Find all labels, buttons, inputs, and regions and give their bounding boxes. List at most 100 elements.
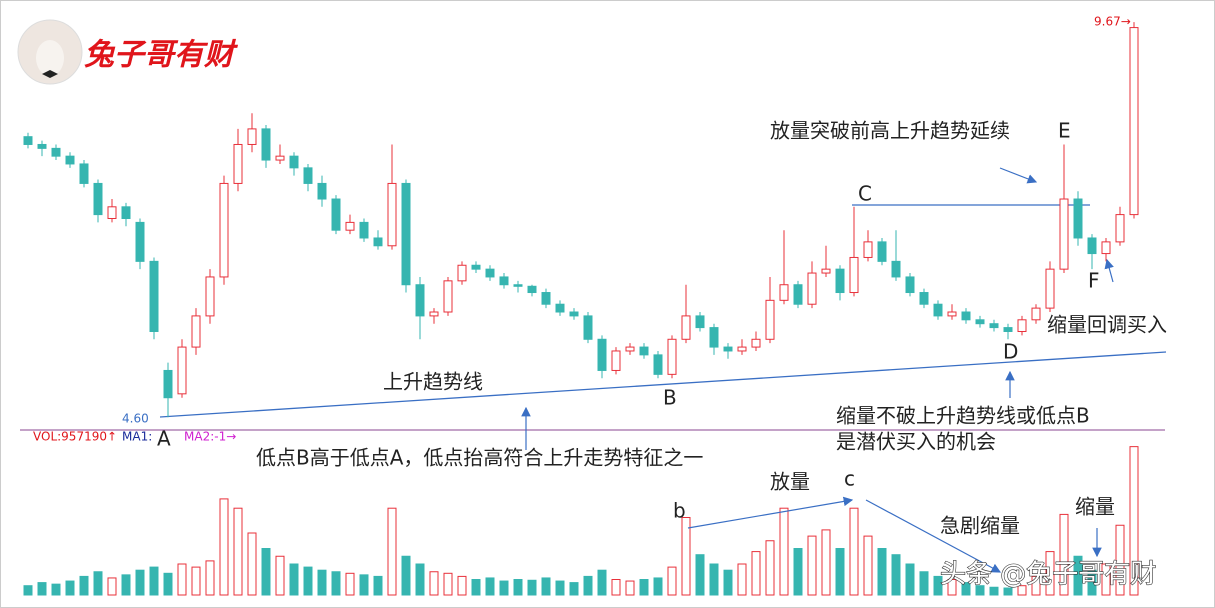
annotation: F <box>1088 269 1100 293</box>
volume-bar <box>975 585 985 596</box>
candle-body <box>653 354 663 375</box>
candle-body <box>639 346 649 356</box>
candle-body <box>793 284 803 305</box>
volume-bar <box>751 551 761 596</box>
candle-body <box>471 264 481 270</box>
candle-body <box>79 163 89 184</box>
volume-bar <box>513 579 523 596</box>
annotation: b <box>673 499 686 523</box>
volume-bar <box>779 507 789 596</box>
annotation: D <box>1003 340 1018 364</box>
candle-body <box>261 128 271 161</box>
volume-bar <box>443 572 453 596</box>
candle-body <box>1073 198 1083 239</box>
candle-body <box>1003 327 1013 332</box>
volume-bar <box>65 580 75 596</box>
candle-body <box>345 221 355 231</box>
volume-bar <box>359 574 369 596</box>
volume-bar <box>177 563 187 596</box>
candle-body <box>667 338 677 375</box>
candle-body <box>849 256 859 294</box>
candle-body <box>905 276 915 294</box>
candle-body <box>765 299 775 340</box>
annotation: 放量突破前高上升趋势延续 <box>770 119 1010 143</box>
volume-bar <box>989 586 999 596</box>
logo-rabbit <box>36 40 64 76</box>
candle-body <box>723 346 733 352</box>
volume-bar <box>807 535 817 596</box>
candle-body <box>625 346 635 352</box>
volume-bar <box>1087 569 1097 596</box>
volume-bar <box>415 563 425 596</box>
candle-body <box>373 237 383 247</box>
watermark: 头条 @兔子哥有财 <box>940 560 1156 590</box>
volume-bar <box>961 582 971 596</box>
candle-body <box>37 143 47 149</box>
candle-body <box>709 327 719 348</box>
candle-body <box>597 338 607 371</box>
annotation: c <box>844 467 855 491</box>
candle-body <box>1045 268 1055 309</box>
trend-line <box>159 351 1167 418</box>
candle-body <box>233 143 243 184</box>
volume-bar <box>709 563 719 596</box>
volume-bar <box>401 555 411 596</box>
volume-bar <box>947 579 957 596</box>
volume-bar <box>191 566 201 596</box>
volume-bar <box>527 579 537 596</box>
volume-bar <box>51 583 61 596</box>
volume-bar <box>653 577 663 596</box>
candle-body <box>499 276 509 286</box>
volume-bar <box>1101 563 1111 596</box>
candle-body <box>737 346 747 352</box>
volume-bar <box>1045 551 1055 596</box>
candle-body <box>527 285 537 294</box>
volume-bar <box>1017 585 1027 596</box>
candle-body <box>135 221 145 262</box>
candle-body <box>289 155 299 169</box>
logo-text: 兔子哥有财 <box>84 38 239 73</box>
volume-bar <box>905 563 915 596</box>
volume-bar <box>79 575 89 596</box>
indicator: VOL:957190↑ <box>33 430 117 444</box>
candle-body <box>863 241 873 258</box>
candle-body <box>1031 307 1041 321</box>
candle-body <box>513 284 523 287</box>
volume-bar <box>93 571 103 596</box>
candle-body <box>93 182 103 216</box>
candle-body <box>947 311 957 317</box>
volume-bar <box>205 560 215 596</box>
candle-body <box>317 182 327 200</box>
volume-bar <box>877 548 887 596</box>
volume-bar <box>135 569 145 596</box>
candle-body <box>457 264 467 282</box>
volume-bar <box>611 579 621 596</box>
candle-body <box>429 311 439 317</box>
volume-bar <box>541 577 551 596</box>
candle-body <box>191 315 201 348</box>
candle-body <box>219 182 229 278</box>
volume-bar <box>485 577 495 596</box>
candle-body <box>485 268 495 278</box>
annotation: 是潜伏买入的机会 <box>836 430 996 454</box>
volume-bar <box>793 548 803 596</box>
indicator: MA2:-1→ <box>184 430 236 444</box>
candle-body <box>303 167 313 184</box>
volume-bar <box>933 575 943 596</box>
annotation: 上升趋势线 <box>383 370 483 394</box>
candle-body <box>51 147 61 157</box>
candle-body <box>121 206 131 220</box>
annotation: 放量 <box>770 470 810 494</box>
volume-bar <box>821 529 831 596</box>
candle-body <box>835 268 845 294</box>
candle-body <box>177 346 187 395</box>
volume-bar <box>373 575 383 596</box>
candle-body <box>331 198 341 231</box>
candle-body <box>387 182 397 247</box>
volume-bar <box>555 580 565 596</box>
volume-bar <box>219 498 229 596</box>
volume-bar <box>597 569 607 596</box>
volume-bar <box>919 571 929 596</box>
volume-bar <box>1031 575 1041 596</box>
